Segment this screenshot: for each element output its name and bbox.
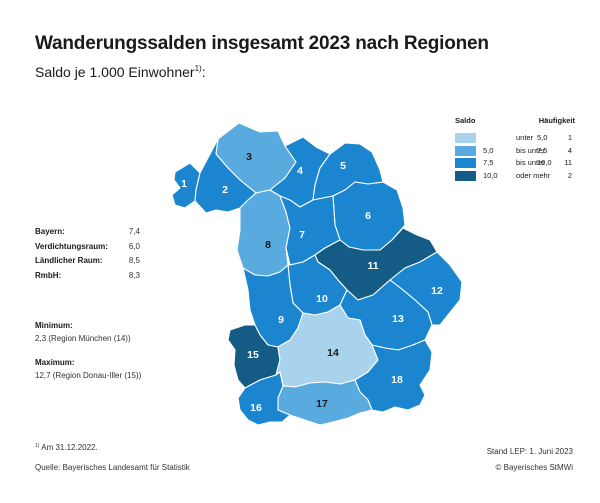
legend-row: 7,5 bis unter 10,0 11: [455, 157, 575, 170]
region-label-16: 16: [250, 402, 262, 414]
legend-label: oder mehr: [516, 170, 551, 180]
region-label-6: 6: [365, 210, 371, 222]
legend-swatch: [455, 158, 476, 169]
legend-count: 1: [567, 133, 572, 142]
stat-label: Verdichtungsraum:: [35, 241, 108, 251]
legend-swatch: [455, 145, 476, 156]
legend: Saldo Häufigkeit unter 5,0 1 5,0 bis unt…: [455, 116, 575, 182]
chart-subtitle: Saldo je 1.000 Einwohner1):: [35, 64, 206, 80]
minimum-label: Minimum:: [35, 321, 73, 330]
stat-row-rmbh: RmbH: 8,3: [35, 269, 140, 284]
region-label-3: 3: [246, 151, 252, 163]
subtitle-colon: :: [201, 64, 206, 80]
minimum-value: 2,3 (Region München (14)): [35, 334, 131, 343]
legend-count-title: Häufigkeit: [538, 116, 575, 125]
region-label-10: 10: [316, 293, 328, 305]
stat-row-laendlicher-raum: Ländlicher Raum: 8,5: [35, 254, 140, 269]
region-label-4: 4: [297, 165, 303, 177]
legend-row: unter 5,0 1: [455, 132, 575, 145]
stat-row-verdichtungsraum: Verdichtungsraum: 6,0: [35, 240, 140, 255]
footnote-mark: 1): [35, 443, 40, 449]
region-label-17: 17: [316, 398, 328, 410]
stat-label: Ländlicher Raum:: [35, 256, 103, 265]
subtitle-text: Saldo je 1.000 Einwohner: [35, 64, 195, 80]
legend-row: 5,0 bis unter 7,5 4: [455, 145, 575, 158]
chart-title: Wanderungssalden insgesamt 2023 nach Reg…: [35, 33, 489, 54]
region-label-9: 9: [278, 314, 284, 326]
footnote-text: Am 31.12.2022.: [41, 443, 98, 452]
stat-value: 6,0: [128, 241, 140, 251]
stat-value: 7,4: [128, 227, 140, 236]
copyright-note: © Bayerisches StMWi: [495, 463, 573, 472]
region-label-13: 13: [392, 313, 404, 325]
legend-row: 10,0 oder mehr 2: [455, 170, 575, 183]
subtitle-footnote-mark: 1): [194, 64, 202, 73]
region-label-12: 12: [431, 285, 443, 297]
footnote: 1) Am 31.12.2022.: [35, 443, 98, 452]
maximum-value: 12,7 (Region Donau-Iller (15)): [35, 371, 142, 380]
region-label-15: 15: [247, 349, 259, 361]
legend-label: bis unter: [516, 145, 545, 155]
region-label-2: 2: [222, 184, 228, 196]
legend-label: unter: [516, 133, 534, 142]
legend-swatch: [455, 133, 476, 143]
stand-note: Stand LEP: 1. Juni 2023: [486, 447, 573, 456]
legend-label: 5,0: [537, 133, 548, 142]
legend-title: Saldo: [455, 116, 476, 125]
stat-value: 8,5: [128, 256, 140, 265]
legend-label: 5,0: [483, 145, 494, 155]
legend-label: 7,5: [537, 145, 548, 155]
region-label-11: 11: [367, 260, 378, 272]
region-label-5: 5: [340, 160, 346, 172]
legend-label: bis unter: [516, 158, 545, 168]
stat-row-bayern: Bayern: 7,4: [35, 225, 140, 240]
legend-count: 11: [564, 158, 572, 168]
region-label-18: 18: [391, 374, 403, 386]
stat-label: RmbH:: [35, 270, 62, 280]
region-label-7: 7: [299, 229, 305, 241]
region-label-8: 8: [265, 239, 271, 251]
region-8[interactable]: [236, 189, 291, 277]
legend-label: 7,5: [483, 158, 494, 168]
stat-label: Bayern:: [35, 227, 65, 236]
legend-label: 10,0: [483, 170, 498, 180]
legend-swatch: [455, 170, 476, 181]
maximum-label: Maximum:: [35, 358, 75, 367]
maximum-block: Maximum: 12,7 (Region Donau-Iller (15)): [35, 357, 141, 383]
region-label-14: 14: [327, 347, 339, 359]
stat-value: 8,3: [128, 270, 140, 280]
legend-count: 4: [567, 145, 572, 155]
minimum-block: Minimum: 2,3 (Region München (14)): [35, 320, 131, 346]
region-label-1: 1: [181, 178, 187, 190]
legend-count: 2: [567, 170, 572, 180]
region-1[interactable]: [171, 162, 201, 209]
region-16[interactable]: [237, 371, 291, 426]
legend-header: Saldo Häufigkeit: [455, 116, 575, 132]
source-note: Quelle: Bayerisches Landesamt für Statis…: [35, 463, 190, 472]
legend-label: 10,0: [537, 158, 552, 168]
summary-stats: Bayern: 7,4 Verdichtungsraum: 6,0 Ländlich…: [35, 225, 140, 283]
